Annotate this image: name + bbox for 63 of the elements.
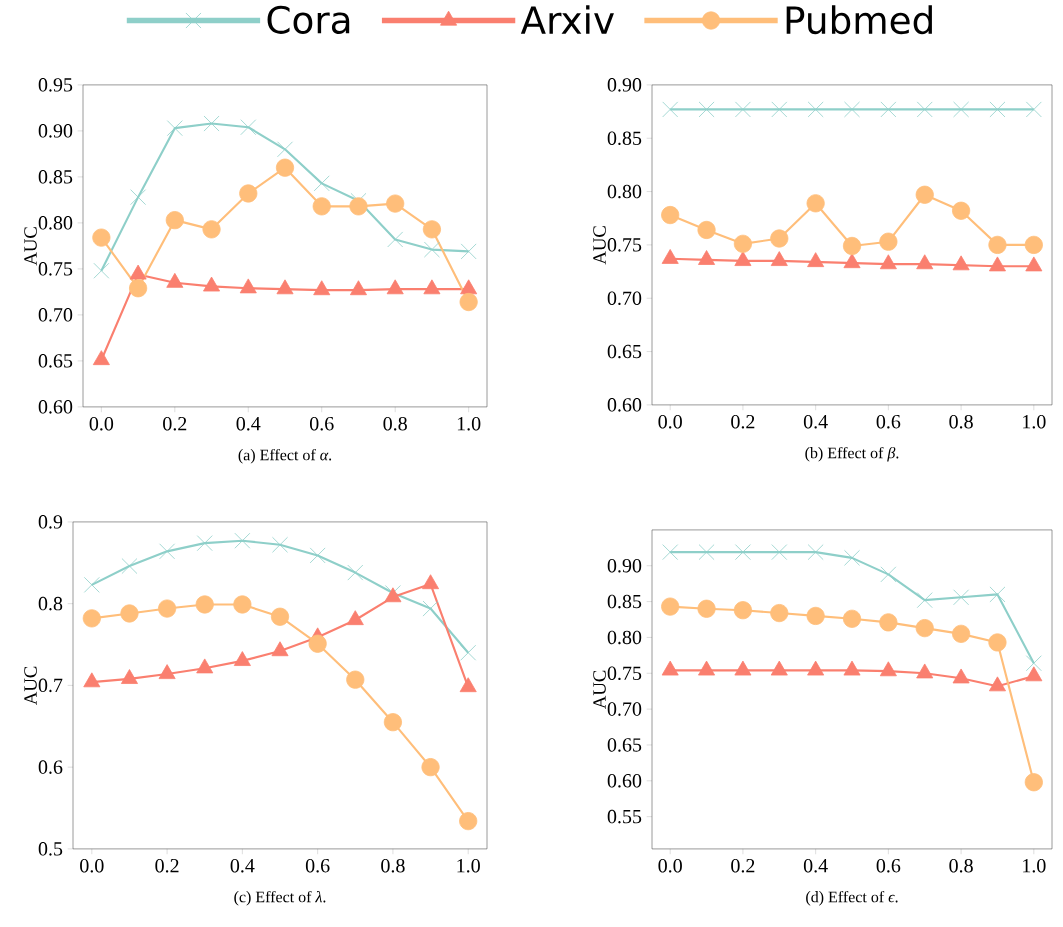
x-tick-label: 0.2 [731, 414, 755, 429]
y-tick-label: 0.85 [607, 594, 642, 609]
text: (b) Effect of β. [805, 446, 899, 462]
x-tick-label: 0.8 [381, 858, 405, 873]
y-tick-label: 0.9 [38, 515, 63, 529]
x-tick-label: 0.0 [658, 859, 682, 873]
y-axis-title: AUC [24, 666, 37, 705]
y-tick-label: 0.60 [607, 398, 642, 412]
y-tick-label: 0.60 [38, 400, 73, 414]
y-tick-label: 0.70 [607, 702, 642, 716]
y-tick-label: 0.5 [38, 842, 63, 856]
y-tick-label: 0.7 [38, 678, 63, 693]
x-tick-label: 0.6 [876, 414, 901, 429]
x-tick-label: 1.0 [1023, 859, 1046, 873]
x-tick-label: 0.6 [309, 416, 334, 431]
text: (c) Effect of λ. [234, 890, 326, 906]
legend-label: Arxiv [520, 5, 614, 34]
x-tick-label: 0.6 [305, 858, 330, 873]
x-tick-label: 1.0 [457, 858, 480, 873]
y-axis-title: AUC [593, 670, 606, 709]
x-tick-label: 1.0 [457, 416, 481, 431]
y-tick-label: 0.8 [38, 596, 63, 611]
y-tick-label: 0.75 [607, 666, 642, 681]
y-axis-title: AUC [593, 226, 606, 265]
x-tick-label: 0.4 [803, 414, 828, 429]
y-tick-label: 0.55 [607, 809, 642, 824]
x-tick-label: 0.0 [89, 416, 114, 431]
y-tick-label: 0.70 [607, 291, 642, 306]
y-tick-label: 0.80 [607, 630, 642, 645]
x-tick-label: 0.2 [163, 416, 187, 431]
x-tick-label: 0.4 [803, 859, 828, 873]
x-tick-label: 0.8 [949, 414, 973, 429]
x-tick-label: 0.8 [383, 416, 407, 431]
x-tick-label: 0.0 [658, 414, 682, 429]
x-tick-label: 1.0 [1023, 414, 1046, 429]
y-tick-label: 0.6 [38, 760, 63, 774]
y-tick-label: 0.80 [38, 216, 73, 230]
y-tick-label: 0.75 [607, 238, 642, 252]
y-tick-label: 0.70 [38, 308, 73, 322]
y-tick-label: 0.65 [607, 344, 642, 359]
legend-label: Pubmed [786, 5, 932, 35]
y-tick-label: 0.90 [38, 124, 73, 138]
y-tick-label: 0.65 [38, 354, 73, 368]
x-tick-label: 0.4 [236, 416, 261, 431]
y-tick-label: 0.85 [607, 131, 642, 146]
legend-label: Cora [267, 5, 350, 34]
x-tick-label: 0.8 [949, 859, 973, 873]
y-tick-label: 0.90 [607, 78, 642, 92]
y-tick-label: 0.90 [607, 559, 642, 573]
text: (a) Effect of α. [238, 448, 332, 464]
y-tick-label: 0.75 [38, 262, 73, 276]
x-tick-label: 0.6 [876, 859, 901, 873]
y-tick-label: 0.60 [607, 774, 642, 788]
y-axis-title: AUC [24, 227, 37, 266]
y-tick-label: 0.95 [38, 78, 73, 92]
x-tick-label: 0.0 [80, 858, 104, 873]
y-tick-label: 0.85 [38, 170, 73, 184]
x-tick-label: 0.2 [731, 859, 755, 873]
text: (d) Effect of ϵ. [806, 890, 898, 906]
x-tick-label: 0.2 [155, 858, 179, 873]
y-tick-label: 0.65 [607, 738, 642, 752]
x-tick-label: 0.4 [230, 858, 255, 873]
y-tick-label: 0.80 [607, 184, 642, 199]
